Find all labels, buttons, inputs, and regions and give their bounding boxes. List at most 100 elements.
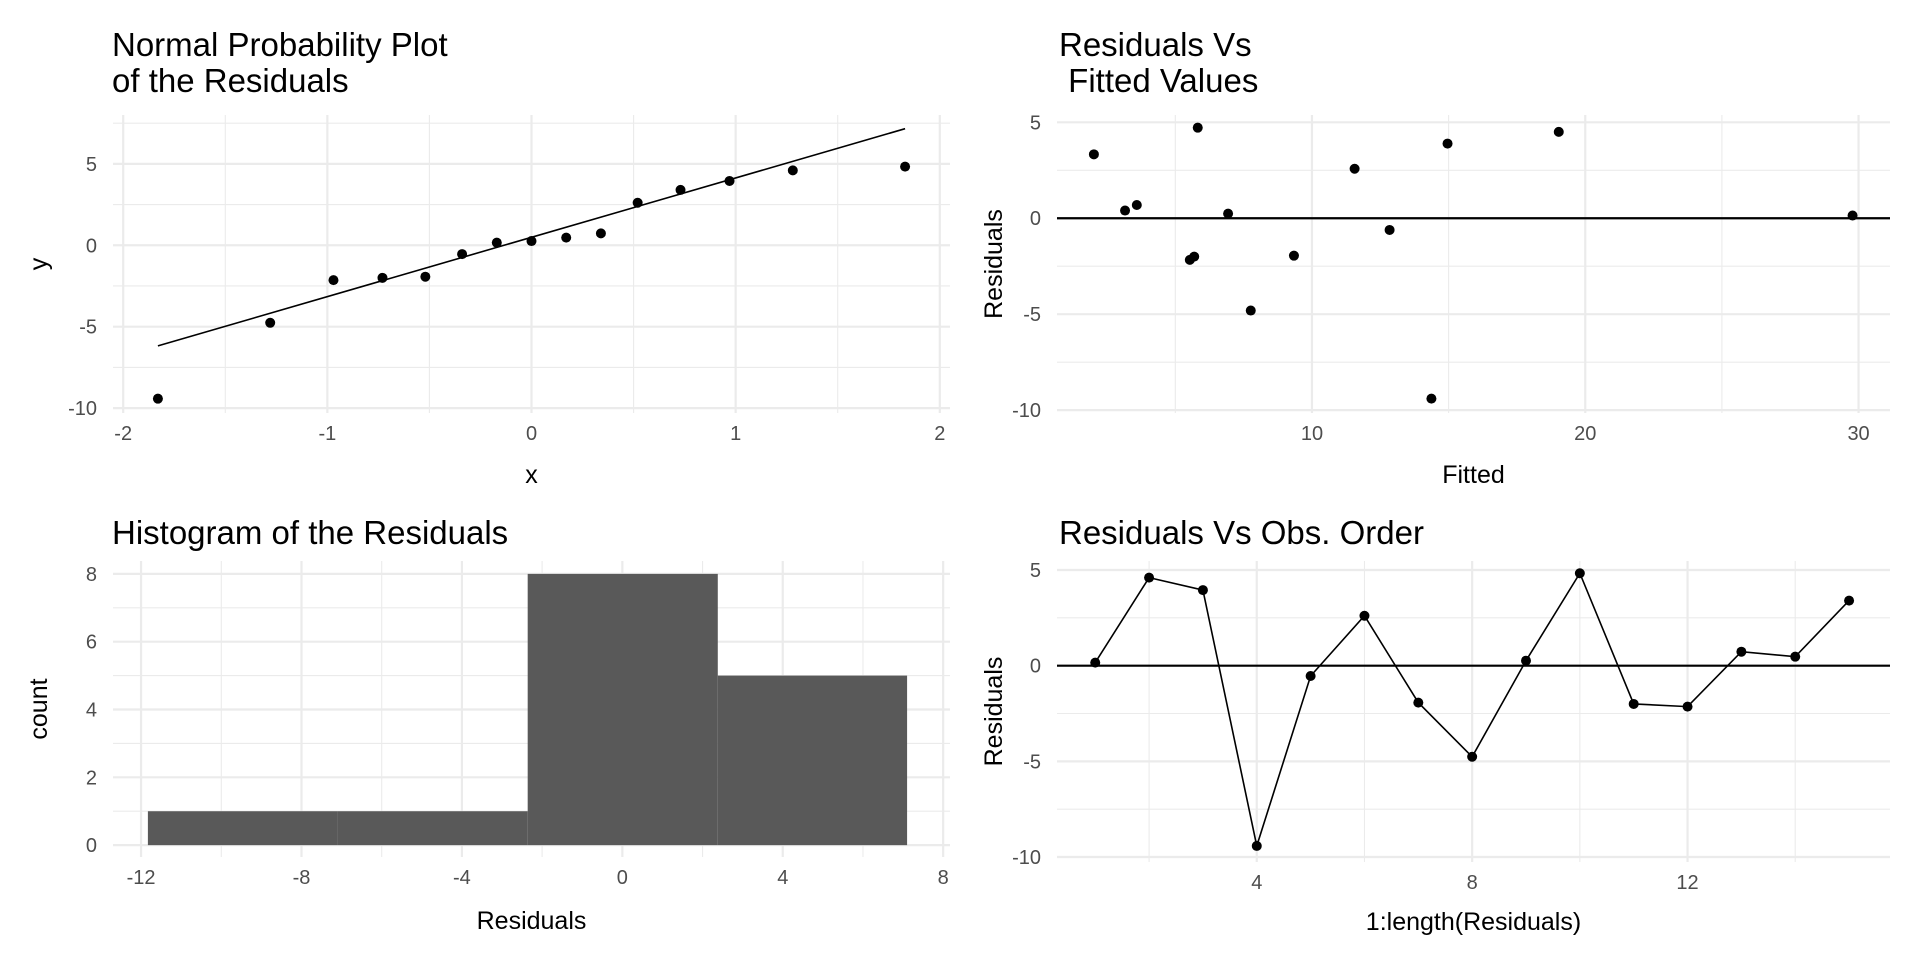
- data-point: [1090, 657, 1101, 668]
- data-point: [1088, 149, 1099, 160]
- x-tick-label: -2: [114, 423, 132, 445]
- x-tick-label: 4: [1251, 872, 1262, 894]
- data-point: [1426, 393, 1437, 404]
- data-point: [1189, 251, 1200, 262]
- y-tick-label: 6: [86, 632, 97, 654]
- y-axis-title: count: [25, 678, 53, 739]
- x-tick-label: 8: [938, 867, 949, 889]
- data-point: [1349, 163, 1360, 174]
- x-tick-label: 12: [1676, 872, 1698, 894]
- data-point: [1467, 751, 1478, 762]
- data-point: [1223, 208, 1234, 219]
- chart-title: Residuals Vs Obs. Order: [1059, 514, 1424, 551]
- x-tick-label: 0: [617, 867, 628, 889]
- histogram-bar: [337, 811, 528, 846]
- data-point: [265, 317, 276, 328]
- chart-title: Normal Probability Plot: [112, 26, 448, 63]
- x-tick-label: -12: [127, 867, 156, 889]
- data-point: [1245, 305, 1256, 316]
- y-tick-label: 0: [86, 235, 97, 257]
- y-tick-label: 0: [1030, 208, 1041, 230]
- data-point: [457, 249, 468, 260]
- y-tick-label: -5: [1023, 751, 1041, 773]
- y-tick-label: 2: [86, 767, 97, 789]
- histogram-bar: [527, 573, 718, 846]
- data-point: [724, 175, 735, 186]
- y-tick-label: 5: [1030, 112, 1041, 134]
- data-point: [1628, 698, 1639, 709]
- chart-title: Residuals Vs: [1059, 26, 1252, 63]
- y-axis-title: Residuals: [980, 209, 1008, 319]
- data-point: [1144, 572, 1155, 583]
- panel-fitted: 10 20 30 -10 -5 0 5 Residuals Vs Fitted Values F…: [980, 26, 1890, 489]
- data-point: [152, 393, 163, 404]
- y-tick-label: 4: [86, 700, 97, 722]
- x-tick-label: 4: [777, 867, 788, 889]
- x-axis-title: x: [525, 461, 538, 489]
- data-point: [787, 165, 798, 176]
- x-tick-label: 20: [1574, 423, 1596, 445]
- data-point: [420, 271, 431, 282]
- x-axis-title: Fitted: [1442, 461, 1505, 489]
- data-point: [1844, 595, 1855, 606]
- y-tick-label: -5: [79, 317, 97, 339]
- x-tick-label: -1: [318, 423, 336, 445]
- x-tick-label: 0: [526, 423, 537, 445]
- x-tick-label: 1: [730, 423, 741, 445]
- y-tick-label: -10: [1012, 847, 1041, 869]
- x-tick-label: -8: [293, 867, 311, 889]
- data-point: [328, 275, 339, 286]
- chart-title: Histogram of the Residuals: [112, 514, 508, 551]
- histogram-bar: [147, 811, 338, 846]
- y-tick-label: 8: [86, 564, 97, 586]
- x-tick-label: 2: [934, 423, 945, 445]
- panel-hist: -12 -8 -4 0 4 8 0 2 4 6 8 Histogram of the Residual…: [25, 514, 950, 935]
- x-tick-label: 30: [1847, 423, 1869, 445]
- data-point: [526, 236, 537, 247]
- data-point: [595, 228, 606, 239]
- data-point: [675, 184, 686, 195]
- data-point: [1847, 210, 1858, 221]
- data-point: [1251, 840, 1262, 851]
- x-axis-title: Residuals: [477, 907, 587, 935]
- y-tick-label: -10: [68, 398, 97, 420]
- data-point: [1197, 585, 1208, 596]
- data-point: [1192, 122, 1203, 133]
- data-point: [377, 272, 388, 283]
- data-point: [1574, 568, 1585, 579]
- y-tick-label: -10: [1012, 400, 1041, 422]
- y-tick-label: -5: [1023, 304, 1041, 326]
- data-point: [1359, 610, 1370, 621]
- data-point: [1790, 651, 1801, 662]
- chart-title: Fitted Values: [1059, 62, 1258, 99]
- data-point: [1120, 205, 1131, 216]
- x-tick-label: 10: [1301, 423, 1323, 445]
- data-point: [1736, 646, 1747, 657]
- y-tick-label: 0: [86, 835, 97, 857]
- data-point: [1553, 126, 1564, 137]
- y-axis-title: Residuals: [980, 657, 1008, 767]
- y-tick-label: 0: [1030, 656, 1041, 678]
- data-point: [900, 161, 911, 172]
- y-tick-label: 5: [86, 154, 97, 176]
- data-point: [1384, 224, 1395, 235]
- x-tick-label: 8: [1467, 872, 1478, 894]
- data-point: [1131, 199, 1142, 210]
- y-tick-label: 5: [1030, 560, 1041, 582]
- panel-order: 4 8 12 -10 -5 0 5 Residuals Vs Obs. Order 1:leng…: [980, 514, 1890, 936]
- data-point: [1413, 697, 1424, 708]
- data-point: [491, 237, 502, 248]
- data-point: [1521, 655, 1531, 666]
- data-point: [1442, 138, 1453, 149]
- y-axis-title: y: [25, 257, 53, 270]
- x-tick-label: -4: [453, 867, 471, 889]
- data-point: [1288, 250, 1299, 261]
- x-axis-title: 1:length(Residuals): [1366, 908, 1581, 936]
- histogram-bar: [717, 675, 908, 846]
- data-point: [1305, 671, 1316, 682]
- chart-title: of the Residuals: [112, 62, 349, 99]
- data-point: [632, 197, 643, 208]
- data-point: [1682, 701, 1693, 712]
